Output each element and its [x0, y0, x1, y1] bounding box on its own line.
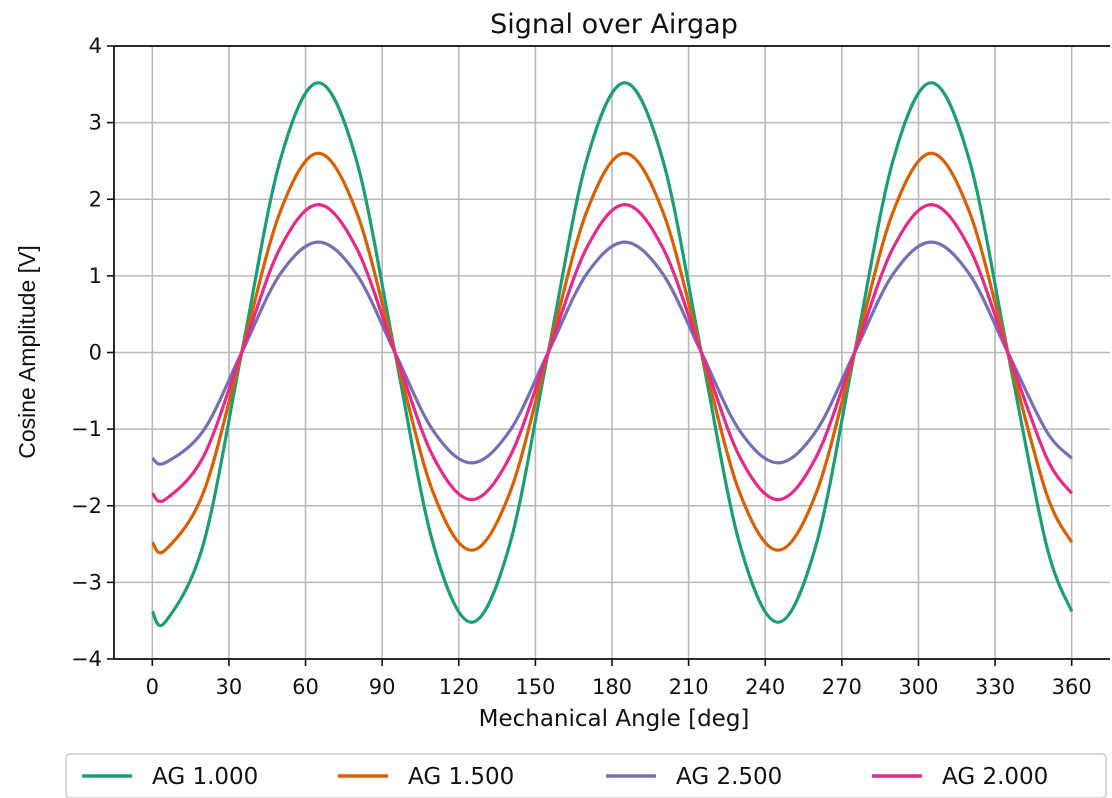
y-axis-ticks: −4 −3 −2 −1 0 1 2 3 4 [71, 34, 114, 671]
series-group [150, 81, 1074, 628]
legend-label: AG 1.500 [408, 764, 514, 790]
series-line-1 [150, 81, 1074, 628]
y-tick-label: 1 [89, 264, 102, 288]
x-tick-label: 60 [292, 675, 319, 699]
x-axis-ticks: 0 30 60 90 120 150 180 210 240 270 300 330 360 [146, 659, 1092, 699]
x-tick-label: 30 [216, 675, 243, 699]
grid [114, 45, 1110, 660]
y-tick-label: 3 [89, 111, 102, 135]
x-tick-label: 120 [439, 675, 479, 699]
x-tick-label: 150 [515, 675, 555, 699]
y-tick-label: 0 [89, 341, 102, 365]
y-tick-label: 4 [89, 34, 102, 58]
x-tick-label: 240 [745, 675, 785, 699]
legend-label: AG 2.000 [942, 764, 1048, 790]
y-tick-label: −1 [71, 417, 102, 441]
chart-title: Signal over Airgap [490, 9, 738, 40]
x-axis-label: Mechanical Angle [deg] [479, 706, 750, 732]
y-tick-label: −3 [71, 570, 102, 594]
legend-label: AG 1.000 [152, 764, 258, 790]
legend-label: AG 2.500 [676, 764, 782, 790]
x-tick-label: 180 [592, 675, 632, 699]
x-tick-label: 210 [669, 675, 709, 699]
legend-frame [65, 753, 1107, 798]
series-line-4 [151, 203, 1074, 503]
x-tick-label: 360 [1052, 675, 1092, 699]
y-axis-label: Cosine Amplitude [V] [14, 245, 40, 459]
legend: AG 1.000 AG 1.500 AG 2.500 AG 2.000 [65, 753, 1107, 798]
x-tick-label: 300 [898, 675, 938, 699]
y-tick-label: 2 [89, 187, 102, 211]
series-line-2 [151, 151, 1074, 555]
y-tick-label: −4 [71, 647, 102, 671]
x-tick-label: 90 [369, 675, 396, 699]
x-tick-label: 330 [975, 675, 1015, 699]
x-tick-label: 0 [146, 675, 159, 699]
series-line-3 [151, 240, 1073, 466]
x-tick-label: 270 [822, 675, 862, 699]
y-tick-label: −2 [71, 494, 102, 518]
